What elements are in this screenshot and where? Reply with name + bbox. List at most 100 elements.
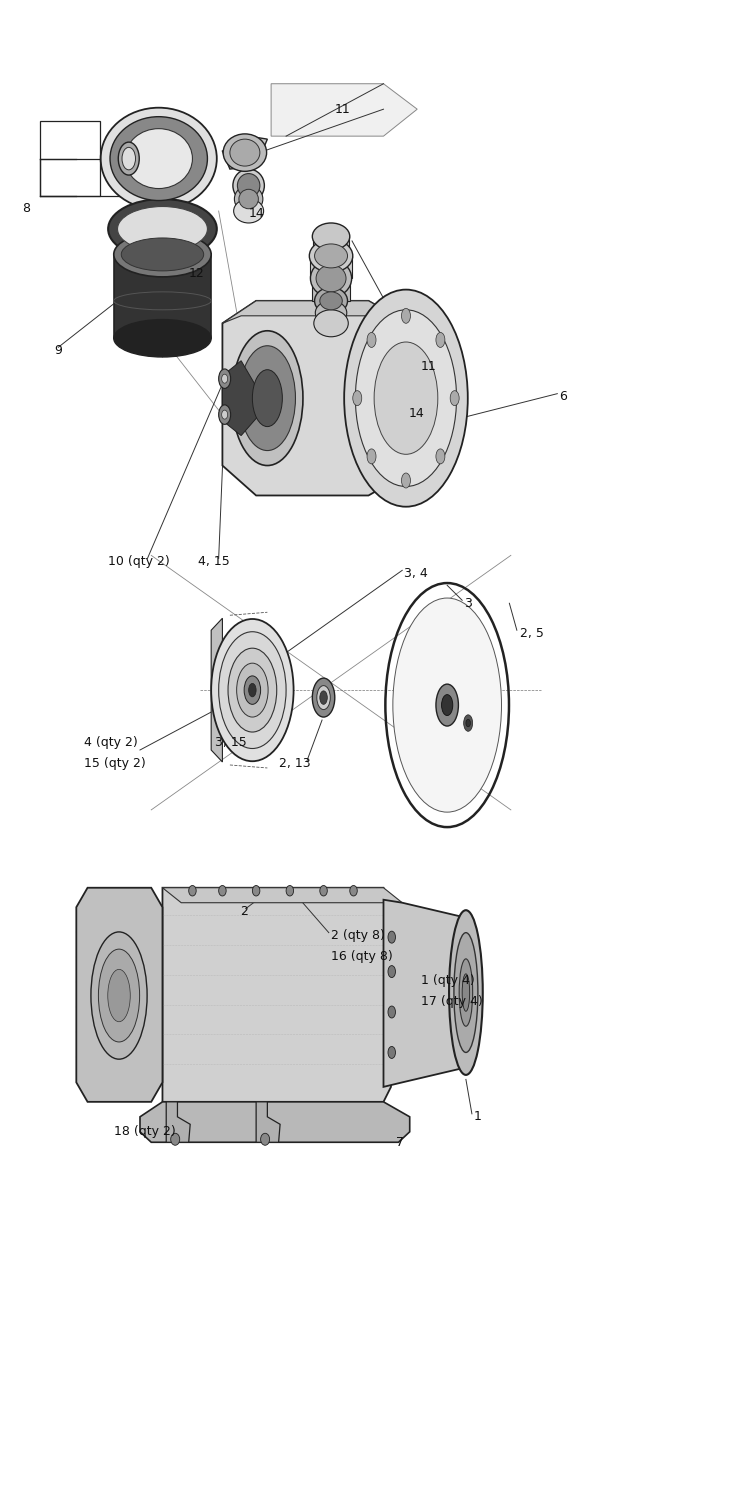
Text: 2, 13: 2, 13: [278, 758, 311, 770]
Ellipse shape: [91, 932, 147, 1059]
Ellipse shape: [121, 238, 204, 272]
Ellipse shape: [462, 974, 470, 1011]
Ellipse shape: [223, 134, 267, 171]
Text: 9: 9: [54, 344, 62, 357]
Polygon shape: [271, 84, 417, 136]
Ellipse shape: [344, 290, 468, 507]
Ellipse shape: [110, 117, 208, 201]
Ellipse shape: [309, 240, 353, 273]
Ellipse shape: [449, 910, 483, 1076]
Text: 6: 6: [559, 390, 568, 404]
Ellipse shape: [219, 405, 231, 424]
Text: 17 (qty 4): 17 (qty 4): [421, 994, 483, 1008]
Ellipse shape: [249, 684, 256, 698]
Ellipse shape: [312, 224, 350, 251]
Ellipse shape: [388, 932, 396, 944]
Ellipse shape: [219, 885, 226, 896]
Text: 4 (qty 2): 4 (qty 2): [83, 736, 138, 748]
Ellipse shape: [239, 346, 296, 450]
Text: 1 (qty 4): 1 (qty 4): [421, 974, 475, 987]
Polygon shape: [312, 279, 350, 302]
Text: 11: 11: [421, 360, 437, 374]
Ellipse shape: [253, 369, 282, 426]
Polygon shape: [223, 302, 421, 332]
Polygon shape: [256, 1102, 280, 1143]
Polygon shape: [223, 360, 268, 435]
Polygon shape: [166, 1102, 190, 1143]
Ellipse shape: [459, 958, 473, 1026]
Polygon shape: [352, 357, 421, 382]
Ellipse shape: [320, 692, 327, 705]
Ellipse shape: [122, 147, 135, 170]
Text: 1: 1: [474, 1110, 481, 1124]
Polygon shape: [211, 618, 223, 762]
Polygon shape: [384, 900, 466, 1088]
Ellipse shape: [222, 410, 228, 419]
Ellipse shape: [314, 288, 347, 315]
Ellipse shape: [320, 885, 327, 896]
Ellipse shape: [320, 292, 342, 310]
Text: 4, 15: 4, 15: [198, 555, 229, 568]
Ellipse shape: [312, 678, 335, 717]
Text: 14: 14: [408, 406, 424, 420]
Ellipse shape: [317, 686, 330, 709]
Ellipse shape: [108, 200, 217, 260]
Ellipse shape: [388, 966, 396, 978]
Ellipse shape: [219, 632, 286, 748]
Polygon shape: [313, 237, 349, 256]
Ellipse shape: [286, 885, 293, 896]
Ellipse shape: [450, 390, 459, 405]
Ellipse shape: [393, 598, 502, 812]
Ellipse shape: [114, 320, 211, 357]
Text: 2: 2: [240, 904, 247, 918]
Ellipse shape: [367, 333, 376, 348]
Ellipse shape: [230, 140, 260, 166]
Ellipse shape: [454, 933, 478, 1053]
Text: 2, 5: 2, 5: [520, 627, 544, 639]
Ellipse shape: [350, 885, 357, 896]
Ellipse shape: [117, 207, 208, 252]
Polygon shape: [310, 256, 352, 279]
Ellipse shape: [353, 390, 362, 405]
Ellipse shape: [238, 174, 260, 198]
Text: 14: 14: [249, 207, 265, 220]
Text: 8: 8: [23, 201, 30, 214]
Ellipse shape: [374, 342, 438, 454]
Ellipse shape: [314, 310, 348, 338]
Ellipse shape: [239, 189, 259, 209]
Ellipse shape: [253, 885, 260, 896]
Ellipse shape: [125, 129, 193, 189]
Text: 2 (qty 8): 2 (qty 8): [331, 928, 385, 942]
Ellipse shape: [367, 448, 376, 464]
Ellipse shape: [441, 694, 453, 715]
Ellipse shape: [189, 885, 196, 896]
Ellipse shape: [171, 1134, 180, 1146]
Text: 3: 3: [465, 597, 472, 610]
Polygon shape: [223, 302, 421, 495]
Ellipse shape: [261, 1134, 270, 1146]
Text: 12: 12: [189, 267, 205, 280]
Polygon shape: [223, 136, 268, 170]
Text: 3, 15: 3, 15: [215, 736, 247, 748]
Ellipse shape: [228, 648, 277, 732]
Ellipse shape: [436, 684, 459, 726]
Ellipse shape: [232, 332, 303, 465]
Text: 3, 4: 3, 4: [405, 567, 428, 580]
Ellipse shape: [108, 969, 130, 1022]
Ellipse shape: [356, 310, 456, 486]
Ellipse shape: [311, 260, 352, 297]
Ellipse shape: [466, 720, 471, 728]
Text: 15 (qty 2): 15 (qty 2): [83, 758, 146, 770]
Polygon shape: [162, 888, 402, 903]
Ellipse shape: [101, 108, 217, 210]
Bar: [41, 122, 100, 196]
Polygon shape: [114, 255, 211, 339]
Ellipse shape: [99, 950, 140, 1042]
Ellipse shape: [464, 716, 473, 732]
Ellipse shape: [219, 369, 231, 388]
Ellipse shape: [316, 266, 346, 292]
Text: 11: 11: [335, 102, 350, 116]
Text: 10 (qty 2): 10 (qty 2): [108, 555, 169, 568]
Ellipse shape: [211, 620, 293, 760]
Ellipse shape: [315, 302, 347, 326]
